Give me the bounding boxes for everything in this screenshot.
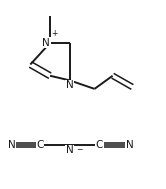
Text: +: +: [51, 29, 57, 38]
Text: −: −: [76, 145, 83, 154]
Text: N: N: [42, 38, 50, 48]
Text: N: N: [126, 140, 134, 150]
Text: C: C: [96, 140, 103, 150]
Text: C: C: [37, 140, 44, 150]
Text: N: N: [8, 140, 15, 150]
Text: N: N: [66, 81, 74, 90]
Text: N: N: [66, 145, 74, 155]
